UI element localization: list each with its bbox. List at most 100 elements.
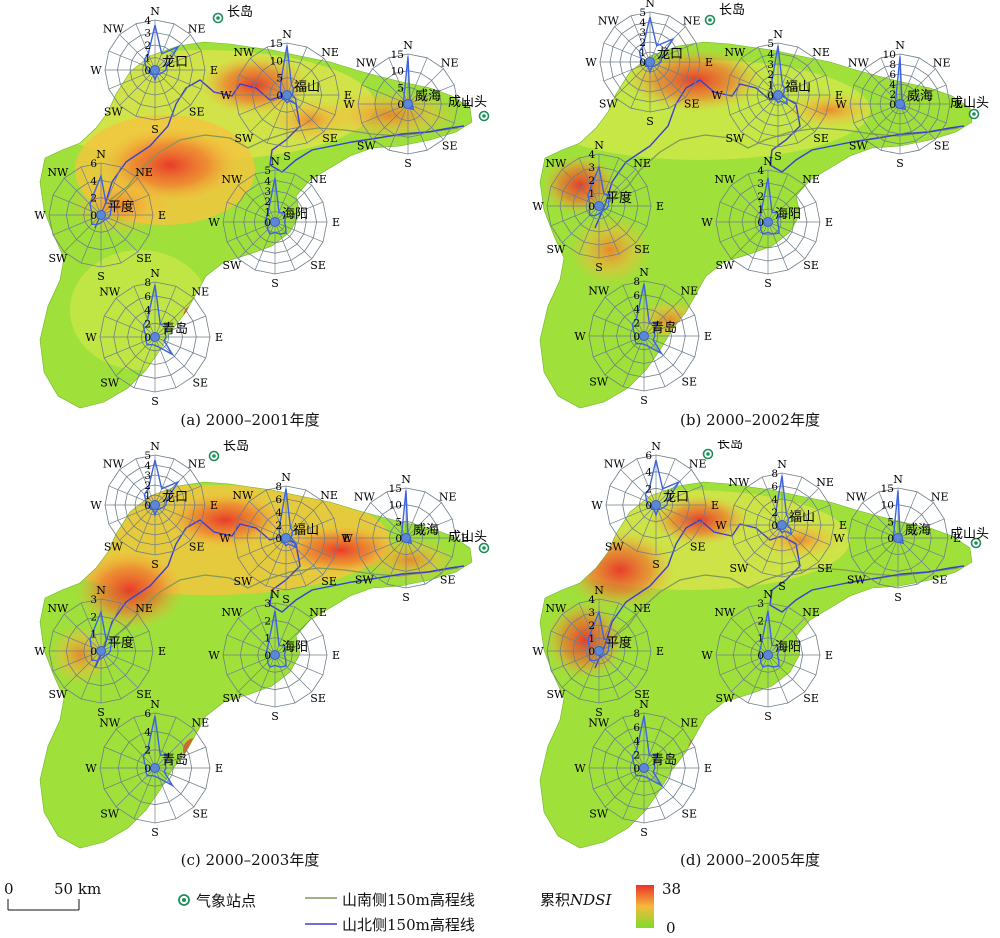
rose-spoke [767,221,817,243]
rose-spoke [777,74,827,96]
rose-spoke [598,630,648,652]
rose-direction-label: E [158,645,166,658]
rose-spoke [407,103,428,151]
rose-station-name: 青岛 [162,321,188,337]
rose-ring-value: 6 [633,290,640,302]
rose-center-marker [639,763,649,773]
rose-spoke [119,69,156,106]
rose-direction-label: E [343,532,351,545]
rose-spoke [880,103,901,151]
rose-spoke [226,654,276,676]
rose-spoke [286,94,308,144]
rose-spoke [598,205,620,255]
rose-center-marker [895,99,905,109]
rose-ring-value: 3 [757,598,764,610]
rose-spoke [767,606,789,656]
rose-direction-label: N [651,440,661,453]
rose-spoke [604,728,645,769]
south-contour-legend-label: 山南侧150m高程线 [342,891,475,909]
rose-direction-label: W [90,64,102,77]
rose-direction-label: NW [728,476,750,489]
rose-direction-label: N [403,39,413,52]
station-label: 长岛 [719,2,745,18]
rose-spoke [643,717,666,769]
rose-spoke [781,476,803,526]
rose-spoke [133,717,156,769]
rose-spoke [386,491,407,539]
rose-ring-value: 3 [264,186,271,198]
rose-spoke [274,654,324,676]
rose-spoke [63,650,102,689]
rose-ring-value: 4 [588,149,595,161]
rose-ring-value: 2 [144,318,151,330]
rose-spoke [643,335,695,358]
rose-spoke [119,504,156,541]
rose-direction-label: W [34,209,46,222]
rose-spoke [777,94,816,133]
rose-direction-label: SW [234,132,254,145]
rose-direction-label: W [574,762,586,775]
rose-direction-label: S [646,115,654,128]
rose-center-marker [639,331,649,341]
rose-spoke [154,69,191,106]
rose-spoke [561,205,600,244]
map-panel-b: N NE E SE S SW W NW 0 1 2 3 4 5 龙口 N NE E SE S SW W NW 0 1 2 3 4 5 福山… [500,0,1000,440]
rose-spoke [550,185,600,207]
wind-rose: N NE E SE S SW W NW 0 24 6 8 青岛 [574,266,712,407]
rose-frequency-line [644,459,681,518]
rose-direction-label: NE [188,457,206,470]
rose-direction-label: W [711,89,723,102]
rose-direction-label: SE [189,106,205,119]
rose-direction-label: N [639,266,649,279]
rose-direction-label: NE [680,717,698,730]
rose-direction-label: N [150,267,160,280]
rose-frequency-line [758,177,780,235]
rose-spoke [761,476,783,526]
rose-direction-label: NW [221,606,243,619]
rose-frequency-line [631,715,664,788]
rose-ring-value: 6 [144,291,151,303]
rose-ring-value: 3 [588,607,595,619]
rose-spoke [135,458,156,506]
rose-spoke [237,517,287,539]
rose-ring-value: 3 [264,598,271,610]
rose-direction-label: N [763,155,773,168]
rose-station-name: 威海 [415,89,441,104]
rose-ring-value: 10 [270,55,283,67]
rose-spoke [767,654,817,676]
rose-ring-value: 15 [389,483,402,495]
rose-ring-value: 6 [90,158,97,170]
rose-direction-label: SW [355,574,375,587]
rose-frequency-line [143,459,180,518]
rose-direction-label: SE [310,692,326,705]
rose-spoke [108,69,156,90]
rose-spoke [636,504,657,552]
rose-direction-label: NW [588,717,610,730]
rose-spoke [104,746,156,769]
rose-spoke [899,68,936,105]
rose-ring-value: 2 [588,620,595,632]
rose-spoke [237,617,276,656]
rose-direction-label: S [778,580,786,593]
rose-spoke [655,504,692,541]
rose-direction-label: NE [680,285,698,298]
rose-spoke [133,336,156,388]
map-panel-c: N NE E SE S SW W NW 0 1 2 3 4 5 龙口 N NE E SE S SW W NW 0 2 4 6 8 福山 N… [0,440,500,880]
rose-center-marker [763,217,773,227]
panel-caption: (c) 2000–2003年度 [180,851,320,869]
rose-direction-label: SE [310,259,326,272]
rose-direction-label: NE [802,173,820,186]
rose-spoke [104,315,156,338]
wind-rose: N NE E SE S SW W NW 0 5 10 15 威海 [343,39,471,170]
rose-spoke [757,94,779,144]
rose-direction-label: NE [689,457,707,470]
rose-direction-label: S [595,706,603,719]
rose-ring-value: 0 [633,763,640,775]
rose-center-marker [150,65,160,75]
rose-direction-label: E [210,499,218,512]
rose-direction-label: SE [803,692,819,705]
rose-ring-value: 2 [144,480,151,492]
rose-spoke [609,485,657,506]
